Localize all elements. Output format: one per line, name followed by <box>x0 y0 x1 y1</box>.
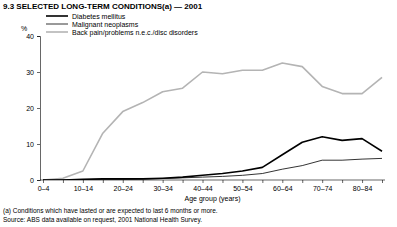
x-tick-mark <box>183 180 184 183</box>
y-tick: 0 <box>30 177 40 184</box>
x-tick-mark <box>63 180 64 183</box>
x-tick-label: 70–74 <box>313 185 333 192</box>
x-label: Age group (years) <box>184 195 240 203</box>
x-tick-label: 50–54 <box>233 185 253 192</box>
x-tick: 10–14 <box>74 180 94 192</box>
legend-swatch <box>46 31 68 33</box>
x-tick <box>262 180 263 183</box>
x-tick <box>183 180 184 183</box>
x-tick-mark <box>362 180 363 183</box>
legend-label: Back pain/problems n.e.c./disc disorders <box>72 29 198 37</box>
x-tick <box>103 180 104 183</box>
x-tick <box>222 180 223 183</box>
x-tick: 0–4 <box>38 180 50 192</box>
legend-swatch <box>46 15 68 17</box>
x-tick <box>63 180 64 183</box>
x-tick <box>382 180 383 183</box>
y-axis: 0 10 20 30 40 <box>26 33 40 184</box>
y-tick-label: 30 <box>26 69 34 76</box>
y-tick: 30 <box>26 69 40 76</box>
x-tick-mark <box>222 180 223 183</box>
x-tick: 30–34 <box>153 180 173 192</box>
y-tick-label: 20 <box>26 105 34 112</box>
y-tick-mark <box>37 108 40 109</box>
x-tick-mark <box>322 180 323 183</box>
x-tick-label: 80–84 <box>353 185 373 192</box>
x-tick-mark <box>382 180 383 183</box>
plot-area <box>43 63 382 180</box>
legend: Diabetes mellitusMalignant neoplasmsBack… <box>46 13 198 37</box>
x-tick-mark <box>282 180 283 183</box>
x-axis: 0–4 10–14 20–24 30–34 40–44 50–54 60–64 70–74 80… <box>38 180 385 192</box>
x-tick-mark <box>262 180 263 183</box>
y-axis-line <box>37 37 41 181</box>
y-tick-mark <box>37 72 40 73</box>
x-tick-label: 40–44 <box>193 185 213 192</box>
x-tick <box>342 180 343 183</box>
chart: 9.3 SELECTED LONG-TERM CONDITIONS(a) — 2… <box>0 0 397 227</box>
series-line <box>43 158 382 180</box>
source: Source: ABS data available on request, 2… <box>3 216 202 224</box>
y-tick-label: 10 <box>26 141 34 148</box>
y-label: % <box>21 25 27 32</box>
x-tick <box>143 180 144 183</box>
legend-label: Malignant neoplasms <box>72 21 139 29</box>
y-tick: 10 <box>26 141 40 148</box>
series-line <box>43 63 382 180</box>
x-tick-mark <box>163 180 164 183</box>
legend-swatch <box>46 24 68 25</box>
x-tick-label: 20–24 <box>114 185 134 192</box>
title: 9.3 SELECTED LONG-TERM CONDITIONS(a) — 2… <box>3 2 203 11</box>
x-tick-mark <box>203 180 204 183</box>
x-tick-mark <box>103 180 104 183</box>
y-tick: 20 <box>26 105 40 112</box>
y-tick: 40 <box>26 33 40 40</box>
x-tick-label: 30–34 <box>153 185 173 192</box>
x-tick: 60–64 <box>273 180 293 192</box>
x-tick-mark <box>143 180 144 183</box>
y-tick-label: 40 <box>26 33 34 40</box>
x-tick: 20–24 <box>114 180 134 192</box>
x-tick-label: 10–14 <box>74 185 94 192</box>
x-tick-mark <box>342 180 343 183</box>
x-tick-label: 60–64 <box>273 185 293 192</box>
x-tick-mark <box>242 180 243 183</box>
x-tick-label: 0–4 <box>38 185 50 192</box>
x-tick-mark <box>123 180 124 183</box>
footnote: (a) Conditions which have lasted or are … <box>3 207 218 215</box>
legend-label: Diabetes mellitus <box>72 13 126 20</box>
x-tick: 40–44 <box>193 180 213 192</box>
y-tick-mark <box>37 180 40 181</box>
series-line <box>43 137 382 180</box>
x-tick-mark <box>83 180 84 183</box>
y-tick-mark <box>37 144 40 145</box>
y-tick-label: 0 <box>30 177 34 184</box>
x-tick: 70–74 <box>313 180 333 192</box>
x-tick-mark <box>43 180 44 183</box>
x-tick <box>302 180 303 183</box>
x-tick-mark <box>302 180 303 183</box>
y-tick-mark <box>37 36 40 37</box>
x-tick: 80–84 <box>353 180 373 192</box>
x-tick: 50–54 <box>233 180 253 192</box>
